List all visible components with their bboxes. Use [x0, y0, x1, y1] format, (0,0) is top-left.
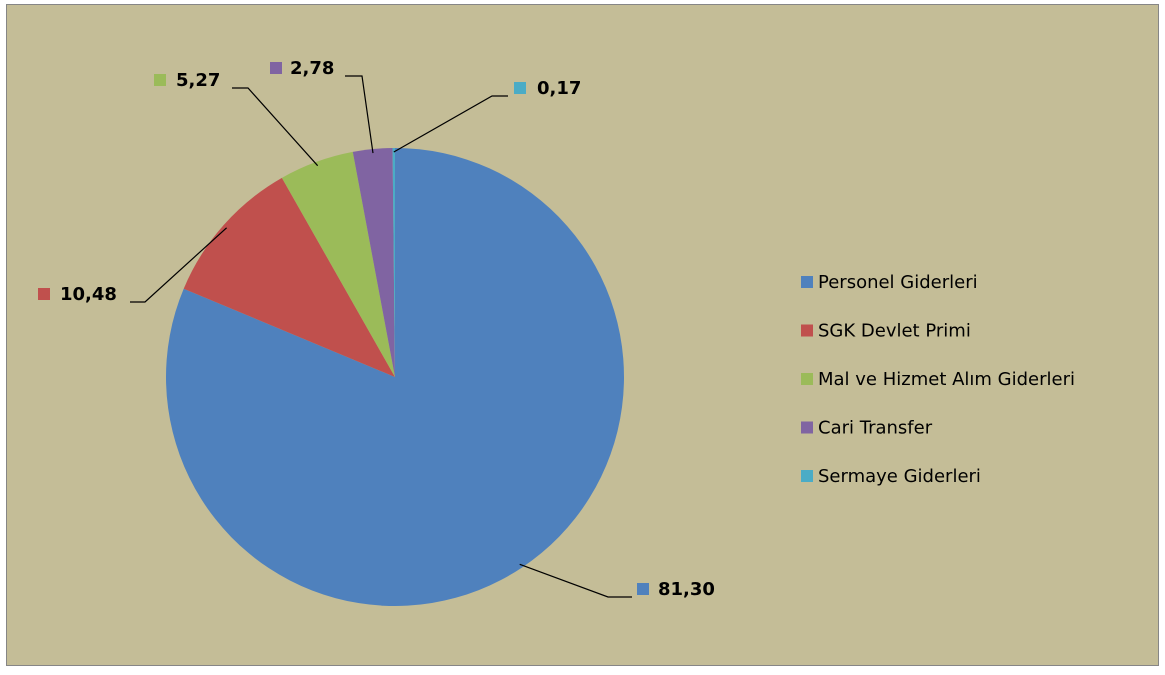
legend-label: Cari Transfer: [818, 418, 933, 439]
legend-key: [801, 470, 813, 482]
leader-line: [393, 95, 508, 153]
legend-label: Personel Giderleri: [818, 272, 978, 293]
data-label-key: [514, 82, 526, 94]
data-label: 2,78: [290, 58, 334, 79]
data-label: 0,17: [537, 78, 581, 99]
pie-slice: [392, 148, 395, 377]
data-label-key: [154, 74, 166, 86]
data-label-key: [270, 62, 282, 74]
data-label: 5,27: [176, 70, 220, 91]
legend-key: [801, 324, 813, 337]
leader-line: [130, 227, 228, 303]
pie-slice: [281, 151, 395, 377]
legend-key: [801, 373, 813, 385]
legend-label: Sermaye Giderleri: [818, 466, 981, 487]
leader-line: [345, 75, 374, 154]
legend-key: [801, 276, 813, 288]
legend-label: Mal ve Hizmet Alım Giderleri: [818, 369, 1075, 390]
pie-slice: [352, 148, 395, 377]
leader-line: [519, 563, 632, 598]
data-label-key: [38, 288, 50, 300]
data-label: 10,48: [60, 284, 117, 305]
data-label: 81,30: [658, 579, 715, 600]
legend-key: [801, 421, 813, 434]
data-label-key: [637, 583, 649, 595]
legend-label: SGK Devlet Primi: [818, 321, 971, 342]
leader-line: [232, 87, 319, 167]
pie-slice: [183, 177, 395, 377]
